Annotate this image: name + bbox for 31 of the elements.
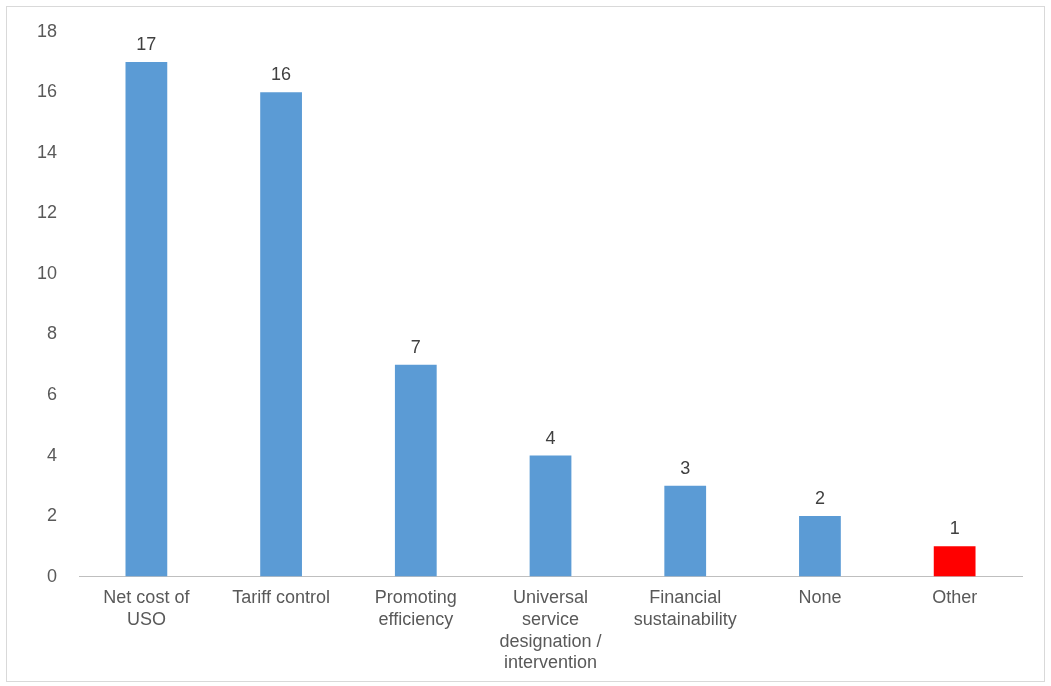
x-tick-label: None	[798, 587, 842, 608]
x-tick-label: Promoting efficiency	[374, 587, 457, 629]
bar	[799, 516, 841, 577]
data-label: 7	[410, 336, 421, 357]
data-label: 16	[271, 64, 292, 85]
data-label: 1	[949, 518, 960, 539]
bar	[529, 455, 572, 577]
x-tick-label: Universal service designation / intervention	[499, 587, 602, 673]
data-label: 4	[545, 427, 556, 448]
bar	[664, 485, 707, 577]
y-tick-label: 10	[36, 262, 58, 283]
y-tick-label: 6	[47, 383, 58, 404]
y-tick-label: 16	[36, 81, 58, 102]
y-tick-label: 14	[36, 141, 58, 162]
data-label: 3	[680, 457, 691, 478]
bar	[125, 62, 168, 577]
y-tick-label: 4	[47, 444, 58, 465]
x-tick-label: Other	[932, 587, 978, 608]
y-tick-label: 8	[47, 323, 58, 344]
data-label: 17	[136, 34, 157, 55]
y-tick-label: 0	[47, 565, 58, 586]
x-tick-label: Tariff control	[232, 587, 330, 608]
data-label: 2	[814, 488, 825, 509]
bar	[933, 546, 976, 577]
x-tick-label: Financial sustainability	[633, 587, 737, 629]
bar	[394, 364, 437, 577]
x-tick-label: Net cost of USO	[103, 587, 191, 629]
y-tick-label: 2	[47, 505, 58, 526]
y-tick-label: 12	[36, 202, 58, 223]
y-tick-label: 18	[36, 20, 58, 41]
bar	[260, 92, 302, 577]
